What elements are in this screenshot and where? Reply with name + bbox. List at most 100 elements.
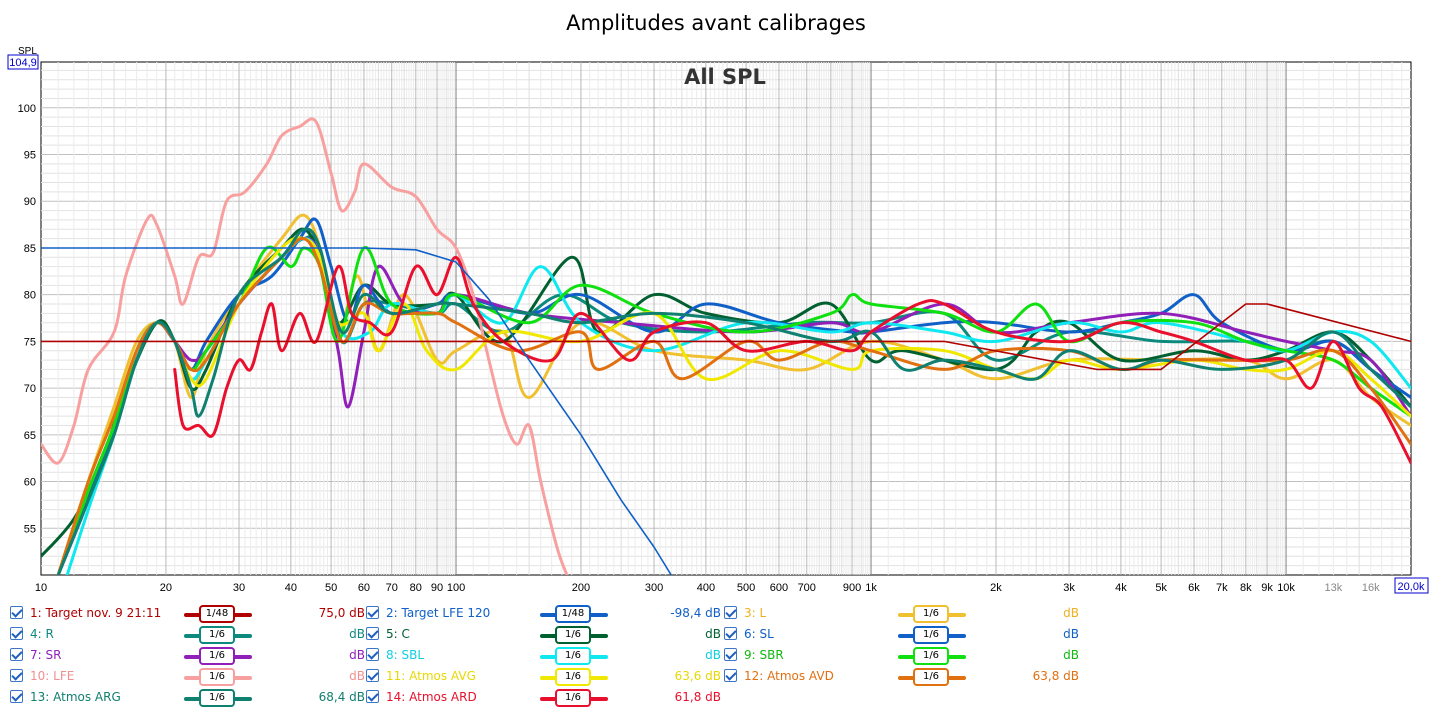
legend-checkbox[interactable] <box>724 627 737 640</box>
smoothing-button[interactable]: 1/6 <box>555 626 591 644</box>
x-tick-label: 1k <box>865 582 877 594</box>
legend-label: 4: R <box>30 627 54 641</box>
legend-item: 14: Atmos ARD 1/6 61,8 dB <box>366 688 721 708</box>
legend-item: 9: SBR 1/6 dB <box>724 646 1079 666</box>
legend-value: dB <box>1063 606 1079 620</box>
legend-label: 2: Target LFE 120 <box>386 606 491 620</box>
series-line-10 <box>41 117 569 575</box>
y-max-readout-box[interactable] <box>7 54 39 70</box>
smoothing-button[interactable]: 1/6 <box>555 689 591 707</box>
smoothing-button[interactable]: 1/6 <box>913 626 949 644</box>
series-line-1 <box>41 303 1411 371</box>
frequency-response-chart: Amplitudes avant calibrages SPL All SPL … <box>7 11 1429 594</box>
legend-checkbox[interactable] <box>366 669 379 682</box>
legend-value: dB <box>705 627 721 641</box>
x-tick-label: 40 <box>285 582 297 594</box>
legend-checkbox[interactable] <box>10 627 23 640</box>
x-tick-label: 6k <box>1188 582 1200 594</box>
y-max-readout: 104,9 <box>9 57 37 69</box>
legend-checkbox[interactable] <box>10 606 23 619</box>
legend-item: 1: Target nov. 9 21:11 1/48 75,0 dB <box>10 604 365 624</box>
y-tick-label: 55 <box>24 523 36 535</box>
y-tick-label: 60 <box>24 477 36 489</box>
legend-value: dB <box>1063 627 1079 641</box>
chart-subtitle: All SPL <box>684 65 766 89</box>
series-line-14 <box>173 255 1411 465</box>
y-tick-label: 85 <box>24 243 36 255</box>
legend-checkbox[interactable] <box>10 669 23 682</box>
legend-checkbox[interactable] <box>724 669 737 682</box>
smoothing-button[interactable]: 1/6 <box>199 689 235 707</box>
series-lines <box>41 117 1411 575</box>
legend-checkbox[interactable] <box>10 690 23 703</box>
legend-label: 13: Atmos ARG <box>30 690 121 704</box>
x-tick-label: 4k <box>1115 582 1127 594</box>
x-tick-label: 300 <box>645 582 663 594</box>
legend-label: 6: SL <box>744 627 774 641</box>
x-tick-label: 10k <box>1277 582 1295 594</box>
smoothing-button[interactable]: 1/6 <box>555 668 591 686</box>
y-tick-label: 80 <box>24 290 36 302</box>
x-tick-label: 700 <box>798 582 816 594</box>
legend-item: 4: R 1/6 dB <box>10 625 365 645</box>
x-tick-label: 9k <box>1261 582 1273 594</box>
legend-checkbox[interactable] <box>724 606 737 619</box>
legend-checkbox[interactable] <box>366 606 379 619</box>
legend-value: -98,4 dB <box>670 606 721 620</box>
legend-item: 5: C 1/6 dB <box>366 625 721 645</box>
x-tick-label: 8k <box>1240 582 1252 594</box>
legend-checkbox[interactable] <box>724 648 737 661</box>
legend-value: dB <box>349 627 365 641</box>
x-max-readout: 20,0k <box>1398 581 1425 593</box>
x-tick-label: 50 <box>325 582 337 594</box>
y-tick-label: 100 <box>18 103 36 115</box>
x-tick-label: 90 <box>431 582 443 594</box>
smoothing-button[interactable]: 1/6 <box>913 668 949 686</box>
legend-label: 12: Atmos AVD <box>744 669 834 683</box>
y-tick-label: 75 <box>24 336 36 348</box>
smoothing-button[interactable]: 1/6 <box>199 647 235 665</box>
smoothing-button[interactable]: 1/48 <box>555 605 591 623</box>
x-tick-label: 60 <box>358 582 370 594</box>
x-tick-label: 20 <box>160 582 172 594</box>
x-max-readout-box[interactable] <box>1394 577 1429 594</box>
legend-checkbox[interactable] <box>10 648 23 661</box>
legend-checkbox[interactable] <box>366 648 379 661</box>
smoothing-button[interactable]: 1/6 <box>199 668 235 686</box>
smoothing-button[interactable]: 1/6 <box>913 647 949 665</box>
legend-value: dB <box>349 669 365 683</box>
smoothing-button[interactable]: 1/6 <box>913 605 949 623</box>
legend-value: dB <box>705 648 721 662</box>
x-tick-label: 10 <box>35 582 47 594</box>
legend-checkbox[interactable] <box>366 627 379 640</box>
y-tick-label: 90 <box>24 196 36 208</box>
x-tick-label: 500 <box>737 582 755 594</box>
legend-value: dB <box>349 648 365 662</box>
smoothing-button[interactable]: 1/6 <box>555 647 591 665</box>
y-tick-label: 95 <box>24 150 36 162</box>
x-tick-label: 400 <box>697 582 715 594</box>
smoothing-button[interactable]: 1/48 <box>199 605 235 623</box>
legend-label: 10: LFE <box>30 669 75 683</box>
legend-item: 13: Atmos ARG 1/6 68,4 dB <box>10 688 365 708</box>
legend-item: 6: SL 1/6 dB <box>724 625 1079 645</box>
x-tick-label: 200 <box>572 582 590 594</box>
legend-item: 2: Target LFE 120 1/48 -98,4 dB <box>366 604 721 624</box>
smoothing-button[interactable]: 1/6 <box>199 626 235 644</box>
legend-item: 8: SBL 1/6 dB <box>366 646 721 666</box>
legend-item: 3: L 1/6 dB <box>724 604 1079 624</box>
y-axis-label: SPL <box>18 46 37 57</box>
x-tick-label: 16k <box>1362 582 1380 594</box>
y-tick-labels: 55 60 65 70 75 80 85 90 95 100 <box>18 103 36 535</box>
legend-label: 7: SR <box>30 648 62 662</box>
legend-item: 12: Atmos AVD 1/6 63,8 dB <box>724 667 1079 687</box>
x-tick-label: 100 <box>447 582 465 594</box>
x-tick-label: 30 <box>233 582 245 594</box>
legend-value: 63,8 dB <box>1032 669 1079 683</box>
legend-value: dB <box>1063 648 1079 662</box>
y-tick-label: 70 <box>24 383 36 395</box>
legend-checkbox[interactable] <box>366 690 379 703</box>
x-tick-label: 5k <box>1155 582 1167 594</box>
x-tick-label: 13k <box>1324 582 1342 594</box>
legend-label: 8: SBL <box>386 648 425 662</box>
